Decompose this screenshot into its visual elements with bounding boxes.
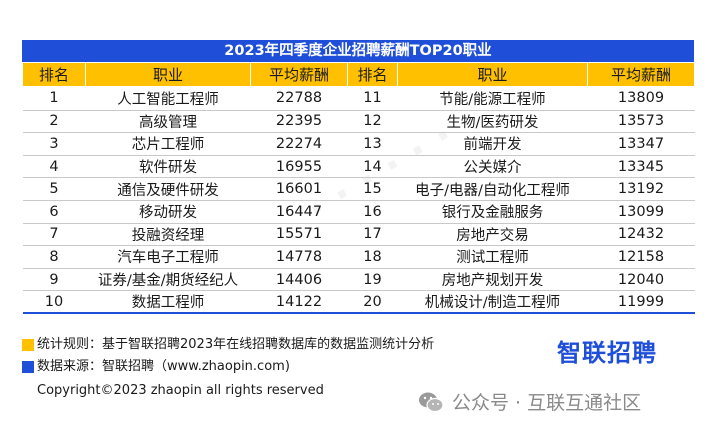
table-row: 10 数据工程师 14122 20 机械设计/制造工程师 11999 [22, 290, 695, 315]
rank-cell: 3 [22, 132, 86, 156]
job-cell: 芯片工程师 [85, 132, 251, 156]
header-job-right: 职业 [397, 62, 588, 87]
ranking-grid: 排名 职业 平均薪酬 排名 职业 平均薪酬 1 人工智能工程师 22788 11 节能/… [22, 62, 695, 315]
rank-cell: 9 [22, 268, 86, 292]
job-cell: 房地产交易 [397, 223, 588, 247]
wechat-icon [419, 392, 444, 412]
table-row: 9 证券/基金/期货经纪人 14406 19 房地产规划开发 12040 [22, 268, 695, 292]
source-note-text: 数据来源：智联招聘（www.zhaopin.com) [37, 359, 290, 374]
salary-ranking-table: 2023年四季度企业招聘薪酬TOP20职业 排名 职业 平均薪酬 排名 职业 平… [22, 40, 695, 315]
footnotes: 统计规则：基于智联招聘2023年在线招聘数据库的数据监测统计分析 数据来源：智联… [22, 334, 434, 402]
rank-cell: 14 [347, 155, 398, 179]
job-cell: 生物/医药研发 [397, 110, 588, 134]
source-note: 数据来源：智联招聘（www.zhaopin.com) [22, 356, 434, 378]
salary-cell: 16955 [250, 155, 348, 179]
job-cell: 移动研发 [85, 200, 251, 224]
salary-cell: 16447 [250, 200, 348, 224]
job-cell: 电子/电器/自动化工程师 [397, 177, 588, 201]
table-row: 7 投融资经理 15571 17 房地产交易 12432 [22, 223, 695, 247]
job-cell: 通信及硬件研发 [85, 177, 251, 201]
salary-cell: 22395 [250, 110, 348, 134]
salary-cell: 15571 [250, 223, 348, 247]
rank-cell: 10 [22, 290, 86, 315]
job-cell: 证券/基金/期货经纪人 [85, 268, 251, 292]
table-row: 2 高级管理 22395 12 生物/医药研发 13573 [22, 110, 695, 134]
job-cell: 节能/能源工程师 [397, 86, 588, 111]
zhaopin-logo: 智联招聘 [557, 339, 657, 367]
rank-cell: 11 [347, 86, 398, 111]
header-rank-right: 排名 [347, 62, 398, 87]
table-row: 3 芯片工程师 22274 13 前端开发 13347 [22, 132, 695, 156]
job-cell: 测试工程师 [397, 245, 588, 269]
wechat-account-text: 公众号 · 互联互通社区 [452, 392, 642, 414]
salary-cell: 11999 [587, 290, 695, 315]
job-cell: 数据工程师 [85, 290, 251, 315]
table-title: 2023年四季度企业招聘薪酬TOP20职业 [22, 40, 694, 62]
rank-cell: 19 [347, 268, 398, 292]
wechat-account-label: 公众号 · 互联互通社区 [418, 388, 641, 415]
salary-cell: 13099 [587, 200, 695, 224]
table-row: 4 软件研发 16955 14 公关媒介 13345 [22, 155, 695, 179]
salary-cell: 12040 [587, 268, 695, 292]
salary-cell: 22274 [250, 132, 348, 156]
header-salary-right: 平均薪酬 [587, 62, 695, 87]
salary-cell: 12158 [587, 245, 695, 269]
header-rank-left: 排名 [22, 62, 86, 87]
salary-cell: 13809 [587, 86, 695, 111]
salary-cell: 13347 [587, 132, 695, 156]
salary-cell: 14122 [250, 290, 348, 315]
salary-cell: 13192 [587, 177, 695, 201]
copyright-text: Copyright©2023 zhaopin all rights reserv… [37, 383, 324, 398]
job-cell: 人工智能工程师 [85, 86, 251, 111]
table-row: 8 汽车电子工程师 14778 18 测试工程师 12158 [22, 245, 695, 269]
job-cell: 房地产规划开发 [397, 268, 588, 292]
job-cell: 投融资经理 [85, 223, 251, 247]
salary-cell: 13573 [587, 110, 695, 134]
job-cell: 高级管理 [85, 110, 251, 134]
job-cell: 软件研发 [85, 155, 251, 179]
salary-cell: 16601 [250, 177, 348, 201]
rank-cell: 17 [347, 223, 398, 247]
rank-cell: 12 [347, 110, 398, 134]
job-cell: 公关媒介 [397, 155, 588, 179]
rank-cell: 13 [347, 132, 398, 156]
salary-cell: 13345 [587, 155, 695, 179]
blue-square-icon [22, 361, 34, 373]
job-cell: 银行及金融服务 [397, 200, 588, 224]
table-row: 5 通信及硬件研发 16601 15 电子/电器/自动化工程师 13192 [22, 177, 695, 201]
rank-cell: 20 [347, 290, 398, 315]
job-cell: 机械设计/制造工程师 [397, 290, 588, 315]
header-row: 排名 职业 平均薪酬 排名 职业 平均薪酬 [22, 62, 695, 87]
salary-cell: 14406 [250, 268, 348, 292]
table-row: 6 移动研发 16447 16 银行及金融服务 13099 [22, 200, 695, 224]
salary-cell: 14778 [250, 245, 348, 269]
job-cell: 前端开发 [397, 132, 588, 156]
rank-cell: 5 [22, 177, 86, 201]
rank-cell: 7 [22, 223, 86, 247]
header-salary-left: 平均薪酬 [250, 62, 348, 87]
yellow-square-icon [22, 339, 34, 351]
job-cell: 汽车电子工程师 [85, 245, 251, 269]
salary-cell: 22788 [250, 86, 348, 111]
rank-cell: 2 [22, 110, 86, 134]
rank-cell: 18 [347, 245, 398, 269]
table-row: 1 人工智能工程师 22788 11 节能/能源工程师 13809 [22, 86, 695, 111]
rule-note-text: 统计规则：基于智联招聘2023年在线招聘数据库的数据监测统计分析 [37, 337, 435, 352]
salary-cell: 12432 [587, 223, 695, 247]
rank-cell: 1 [22, 86, 86, 111]
header-job-left: 职业 [85, 62, 251, 87]
rank-cell: 6 [22, 200, 86, 224]
rank-cell: 16 [347, 200, 398, 224]
rank-cell: 4 [22, 155, 86, 179]
rank-cell: 8 [22, 245, 86, 269]
rule-note: 统计规则：基于智联招聘2023年在线招聘数据库的数据监测统计分析 [22, 334, 434, 356]
rank-cell: 15 [347, 177, 398, 201]
